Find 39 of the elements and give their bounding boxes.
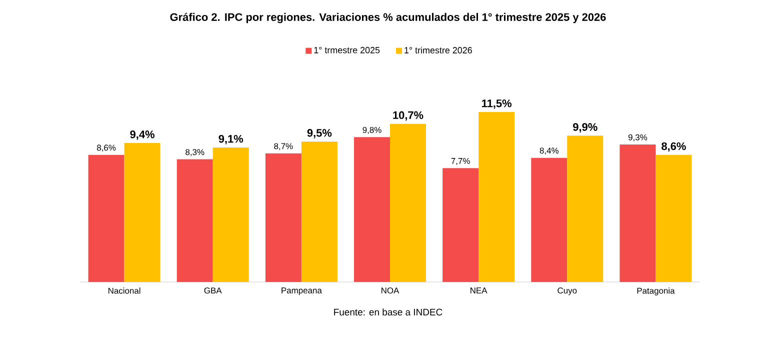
data-label: 7,7% bbox=[451, 158, 470, 165]
x-tick-label: Pampeana bbox=[282, 288, 322, 296]
bar bbox=[531, 158, 568, 282]
data-label: 8,7% bbox=[274, 143, 293, 150]
bar bbox=[390, 124, 426, 282]
bar bbox=[478, 112, 515, 282]
x-tick-label: GBA bbox=[204, 288, 222, 294]
bar bbox=[301, 142, 338, 282]
x-tick-label: Nacional bbox=[108, 288, 140, 294]
bar bbox=[124, 143, 160, 282]
bar bbox=[212, 147, 249, 282]
data-label: 8,6% bbox=[97, 144, 116, 152]
x-tick-label: NOA bbox=[382, 288, 400, 294]
bar bbox=[656, 154, 692, 282]
x-tick-label: NEA bbox=[470, 288, 488, 294]
legend-label: 1° trmestre 2025 bbox=[314, 46, 380, 54]
bar bbox=[620, 144, 656, 282]
data-label: 9,1% bbox=[218, 134, 244, 144]
data-label: 9,4% bbox=[130, 130, 154, 140]
data-label: 8,3% bbox=[186, 149, 204, 156]
bar bbox=[265, 153, 302, 282]
chart-title: Gráfico 2. IPC por regiones. Variaciones % acumulados del 1° trimestre 2025 y 2026 bbox=[170, 12, 606, 24]
data-label: 9,8% bbox=[362, 126, 382, 134]
bar bbox=[567, 136, 604, 282]
bar bbox=[88, 154, 124, 282]
x-tick-label: Patagonia bbox=[637, 288, 675, 296]
x-tick-label: Cuyo bbox=[558, 288, 577, 296]
source-note: Fuente: en base a INDEC bbox=[334, 308, 442, 316]
data-label: 9,5% bbox=[307, 129, 332, 138]
data-label: 8,6% bbox=[662, 142, 686, 152]
bar bbox=[354, 137, 390, 282]
data-label: 8,4% bbox=[540, 148, 558, 155]
bar bbox=[442, 168, 479, 282]
data-label: 11,5% bbox=[482, 99, 512, 109]
data-label: 9,3% bbox=[628, 134, 648, 142]
data-label: 9,9% bbox=[573, 123, 598, 132]
legend-label: 1° trimestre 2026 bbox=[404, 46, 472, 54]
bar bbox=[176, 159, 213, 282]
data-label: 10,7% bbox=[393, 111, 424, 121]
